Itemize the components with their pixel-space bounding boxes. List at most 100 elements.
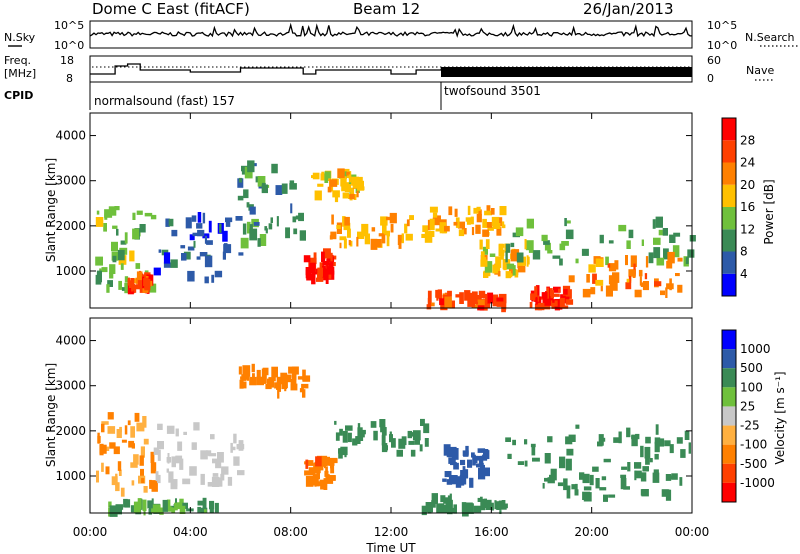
echo-cell — [396, 449, 403, 457]
echo-cell — [293, 228, 298, 235]
echo-cell — [472, 454, 476, 466]
echo-cell — [665, 287, 668, 298]
echo-cell — [575, 424, 580, 429]
velocity-colorbar-swatch — [722, 368, 736, 388]
echo-cell — [565, 229, 574, 240]
echo-cell — [496, 501, 502, 510]
echo-cell — [517, 461, 525, 465]
echo-cell — [119, 426, 122, 433]
echo-cell — [302, 375, 311, 382]
echo-cell — [491, 502, 494, 511]
echo-cell — [673, 232, 681, 237]
echo-cell — [480, 251, 485, 261]
echo-cell — [118, 469, 122, 476]
echo-cell — [336, 225, 341, 229]
echo-cell — [137, 276, 144, 285]
echo-cell — [227, 476, 233, 486]
echo-cell — [478, 458, 484, 464]
echo-cell — [321, 171, 325, 177]
echo-cell — [155, 471, 159, 482]
echo-cell — [200, 507, 208, 513]
velocity-colorbar-swatch — [722, 330, 736, 350]
echo-cell — [541, 292, 548, 299]
echo-cell — [548, 290, 554, 299]
echo-cell — [277, 387, 280, 399]
echo-cell — [370, 421, 377, 428]
echo-cell — [381, 234, 386, 244]
echo-cell — [362, 433, 365, 438]
echo-cell — [162, 499, 168, 512]
echo-cell — [444, 497, 448, 502]
echo-cell — [466, 505, 473, 511]
echo-cell — [630, 255, 637, 267]
echo-cell — [324, 174, 329, 183]
echo-cell — [524, 439, 528, 445]
echo-cell — [323, 268, 329, 278]
echo-cell — [209, 500, 215, 510]
velocity-colorbar-swatch — [722, 387, 736, 407]
y-tick-label: 1000 — [55, 264, 86, 278]
echo-cell — [485, 499, 492, 510]
echo-cell — [374, 239, 382, 248]
echo-cell — [329, 475, 336, 481]
echo-cell — [117, 461, 122, 471]
echo-cell — [655, 424, 659, 435]
echo-cell — [238, 366, 242, 375]
echo-cell — [131, 480, 135, 486]
echo-cell — [454, 462, 457, 467]
echo-cell — [159, 507, 164, 515]
y-tick-label: 4000 — [55, 129, 86, 143]
echo-cell — [193, 240, 196, 248]
echo-cell — [625, 282, 632, 290]
echo-cell — [634, 289, 642, 298]
echo-cell — [409, 215, 414, 220]
echo-cell — [429, 206, 438, 213]
echo-cell — [655, 216, 663, 228]
echo-cell — [478, 290, 486, 299]
echo-cell — [291, 372, 294, 383]
echo-cell — [197, 500, 205, 506]
velocity-colorbar-tick: -100 — [740, 438, 767, 452]
echo-cell — [192, 232, 198, 237]
echo-cell — [496, 297, 504, 302]
power-colorbar-tick: 8 — [740, 245, 748, 259]
power-colorbar-tick: 24 — [740, 156, 755, 170]
echo-cell — [626, 278, 630, 283]
echo-cell — [360, 431, 364, 441]
echo-cell — [329, 179, 338, 187]
echo-cell — [534, 286, 538, 297]
echo-cell — [379, 419, 386, 428]
nsearch-tick-bottom: 10^0 — [707, 39, 737, 52]
echo-cell — [455, 476, 462, 488]
echo-cell — [687, 249, 695, 258]
echo-cell — [632, 269, 636, 278]
echo-cell — [608, 240, 614, 244]
echo-cell — [321, 455, 328, 466]
echo-cell — [410, 449, 416, 457]
echo-cell — [233, 456, 240, 466]
echo-cell — [153, 447, 159, 455]
echo-cell — [597, 441, 603, 447]
echo-cell — [262, 367, 269, 376]
echo-cell — [157, 474, 161, 484]
echo-cell — [241, 168, 247, 175]
velocity-colorbar-tick: -1000 — [740, 476, 775, 490]
echo-cell — [261, 184, 268, 194]
echo-cell — [495, 256, 502, 268]
echo-cell — [424, 438, 429, 447]
echo-cell — [381, 443, 388, 453]
echo-cell — [436, 504, 440, 512]
echo-cell — [101, 462, 104, 472]
echo-cell — [317, 273, 323, 281]
echo-cell — [104, 209, 113, 218]
echo-cell — [447, 290, 452, 297]
echo-cell — [128, 440, 135, 448]
echo-cell — [485, 302, 490, 309]
echo-cell — [485, 293, 488, 305]
echo-cell — [389, 212, 397, 224]
echo-cell — [499, 510, 502, 514]
power-colorbar-swatch — [722, 184, 736, 207]
echo-cell — [295, 215, 301, 220]
echo-cell — [656, 257, 665, 266]
